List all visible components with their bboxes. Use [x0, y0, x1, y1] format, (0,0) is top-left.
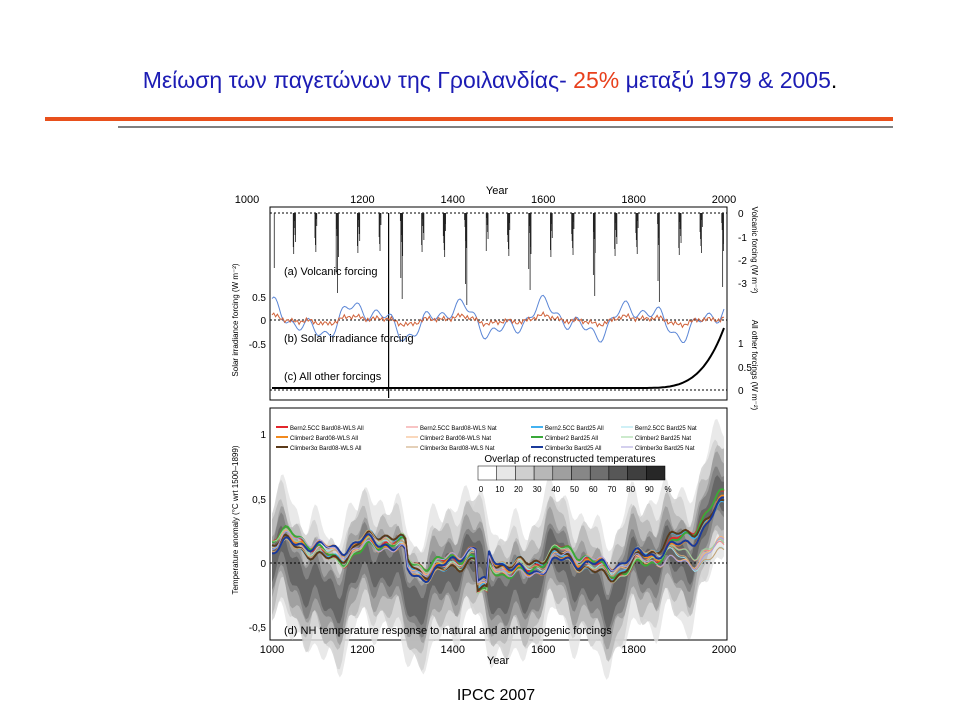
overlap-swatch: [477, 465, 497, 481]
title-text: μεταξύ 1979 & 2005: [619, 67, 831, 93]
bottom-tick-label: 1400: [441, 644, 465, 656]
axis-title: Temperature anomaly (°C wrt 1500–1899): [231, 445, 240, 594]
legend-entry: Climber2 Bard25 Nat: [635, 436, 691, 442]
model-curve: [271, 530, 725, 584]
overlap-label: 90: [645, 485, 654, 494]
panel-label: (b) Solar irradiance forcing: [284, 333, 414, 345]
model-curve: [272, 496, 725, 584]
panel-frame: [269, 206, 728, 401]
overlap-label: 0: [479, 485, 484, 494]
solar-tick-label: -0.5: [249, 340, 267, 351]
legend-entry: Climber3α Bard25 Nat: [635, 446, 695, 452]
legend-entry: Climber2 Bard08-WLS All: [290, 436, 358, 442]
title-rule: [45, 117, 893, 121]
bottom-tick-label: 1200: [350, 644, 374, 656]
panel-label: (a) Volcanic forcing: [284, 266, 378, 278]
legend-entry: Climber3α Bard08-WLS All: [290, 446, 362, 452]
axis-title: Volcanic forcing (W m⁻²): [750, 207, 759, 294]
title-text: Μείωση των παγετώνων της Γροιλανδίας-: [143, 67, 573, 93]
overlap-swatch: [552, 465, 572, 481]
legend-entry: Climber3α Bard25 All: [545, 446, 602, 452]
overlap-swatch: [571, 465, 591, 481]
top-tick-label: 1400: [441, 194, 465, 206]
axis-title: Solar irradiance forcing (W m⁻²): [231, 263, 240, 376]
panel-label: (d) NH temperature response to natural a…: [284, 625, 612, 637]
top-tick-label: 1800: [621, 194, 645, 206]
volcanic-tick-label: -2: [738, 256, 747, 267]
top-tick-label: 1000: [235, 194, 259, 206]
volcanic-tick-label: -3: [738, 279, 747, 290]
top-tick-label: 1600: [531, 194, 555, 206]
other-tick-label: 0.5: [738, 363, 752, 374]
other-tick-label: 0: [738, 386, 744, 397]
volcanic-tick-label: -1: [738, 233, 747, 244]
other-forcing-curve: [272, 327, 725, 389]
title-text: .: [831, 67, 837, 93]
bottom-tick-label: 1800: [621, 644, 645, 656]
legend-entry: Bern2.5CC Bard08-WLS All: [290, 426, 364, 432]
other-tick-label: 1: [738, 339, 744, 350]
legend-entry: Climber2 Bard25 All: [545, 436, 598, 442]
overlap-swatch: [496, 465, 516, 481]
bottom-tick-label: 2000: [712, 644, 736, 656]
solar-curve: [271, 310, 725, 329]
overlap-label: 40: [551, 485, 560, 494]
overlap-label: 80: [626, 485, 635, 494]
figure-text: Year: [486, 185, 509, 197]
temperature-tick-label: 1: [260, 430, 266, 441]
overlap-label: 60: [589, 485, 598, 494]
temperature-tick-label: 0,5: [252, 495, 266, 506]
overlap-label: 10: [495, 485, 504, 494]
legend-entry: Climber2 Bard08-WLS Nat: [420, 436, 491, 442]
overlap-label: 20: [514, 485, 523, 494]
solar-curve: [271, 294, 725, 344]
temperature-tick-label: -0,5: [249, 623, 267, 634]
slide-title: Μείωση των παγετώνων της Γροιλανδίας- 25…: [143, 67, 838, 93]
overlap-swatch: [627, 465, 647, 481]
panel-label: (c) All other forcings: [284, 371, 382, 383]
bottom-tick-label: 1600: [531, 644, 555, 656]
solar-tick-label: 0.5: [252, 293, 266, 304]
overlap-label: %: [664, 485, 671, 494]
overlap-swatch: [515, 465, 535, 481]
figure-source: IPCC 2007: [457, 687, 535, 704]
overlap-label: 70: [607, 485, 616, 494]
legend-entry: Climber3α Bard08-WLS Nat: [420, 446, 495, 452]
axis-title: Year: [487, 655, 510, 667]
figure-curves: [270, 212, 727, 680]
volcanic-tick-label: 0: [738, 209, 744, 220]
solar-tick-label: 0: [260, 316, 266, 327]
legend-entry: Bern2.5CC Bard08-WLS Nat: [420, 426, 497, 432]
overlap-label: 50: [570, 485, 579, 494]
model-curve: [271, 498, 725, 593]
title-highlight: 25%: [573, 67, 619, 93]
overlap-title: Overlap of reconstructed temperatures: [484, 454, 655, 465]
top-tick-label: 2000: [712, 194, 736, 206]
overlap-swatch: [646, 465, 666, 481]
temperature-tick-label: 0: [260, 559, 266, 570]
overlap-label: 30: [533, 485, 542, 494]
overlap-swatch: [589, 465, 610, 481]
model-curve: [271, 527, 725, 595]
overlap-swatch: [608, 465, 628, 481]
legend-entry: Bern2.5CC Bard25 Nat: [635, 426, 697, 432]
axis-title: All other forcings (W m⁻²): [750, 320, 759, 411]
top-tick-label: 1200: [350, 194, 374, 206]
legend-entry: Bern2.5CC Bard25 All: [545, 426, 604, 432]
bottom-tick-label: 1000: [260, 644, 284, 656]
overlap-swatch: [533, 465, 554, 481]
